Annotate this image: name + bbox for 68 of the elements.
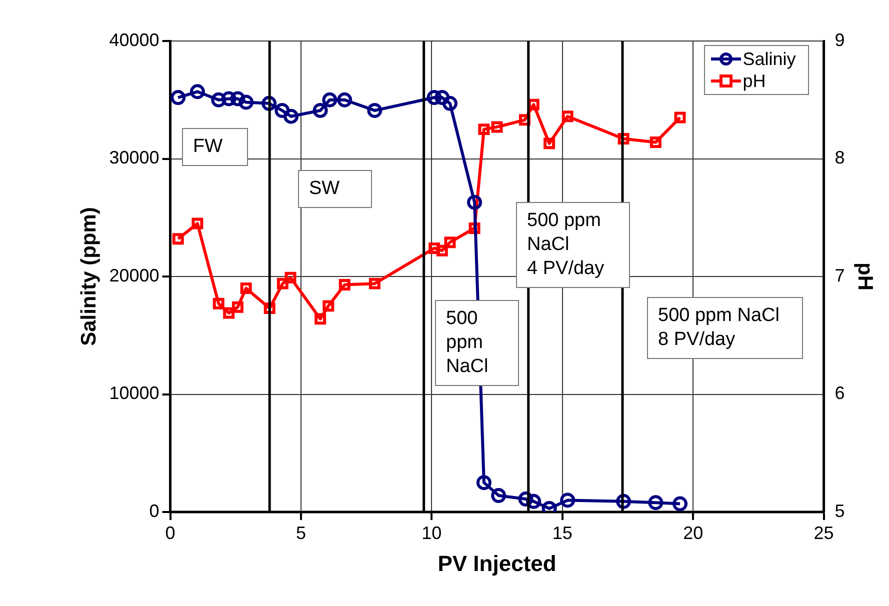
- x-tick-label: 15: [552, 522, 572, 543]
- y2-tick-label: 7: [834, 265, 845, 286]
- point: [274, 102, 290, 118]
- point: [230, 91, 246, 106]
- point: [322, 300, 334, 312]
- y-axis-title: Salinity (ppm): [77, 207, 100, 346]
- point: [284, 108, 299, 124]
- point: [212, 298, 224, 310]
- y-tick-label: 20000: [109, 265, 160, 286]
- legend-label: pH: [742, 70, 766, 92]
- annotation: 500 ppm NaCl: [435, 300, 519, 386]
- point: [322, 92, 338, 108]
- x-tick-label: 0: [165, 522, 176, 543]
- point: [170, 90, 186, 106]
- x-tick-label: 20: [683, 522, 704, 543]
- x-tick-label: 5: [296, 522, 306, 543]
- point: [276, 278, 288, 290]
- point: [240, 282, 252, 294]
- point: [284, 272, 296, 284]
- x-tick-label: 25: [814, 522, 834, 543]
- y-tick-label: 10000: [109, 383, 160, 404]
- annotation: 500 ppm NaCl 8 PV/day: [647, 297, 803, 359]
- point: [232, 301, 244, 313]
- point: [428, 242, 440, 254]
- annotation: FW: [182, 128, 248, 166]
- x-tick-label: 10: [422, 522, 442, 543]
- y2-axis-title: pH: [854, 262, 877, 290]
- point: [337, 92, 352, 108]
- point: [314, 313, 326, 325]
- point: [442, 96, 458, 111]
- point: [367, 102, 382, 118]
- legend-label: Saliniy: [742, 48, 796, 70]
- point: [650, 136, 662, 148]
- annotation: SW: [298, 170, 372, 208]
- point: [444, 236, 456, 248]
- point: [221, 91, 236, 106]
- point: [674, 112, 686, 124]
- point: [478, 124, 490, 136]
- point: [560, 492, 576, 508]
- point: [368, 278, 380, 290]
- point: [190, 84, 205, 100]
- point: [467, 194, 482, 210]
- y2-tick-label: 6: [834, 383, 845, 404]
- point: [211, 92, 226, 108]
- point: [672, 496, 688, 512]
- point: [544, 138, 556, 150]
- point: [434, 90, 450, 106]
- point: [192, 218, 204, 230]
- point: [648, 495, 664, 510]
- point: [436, 244, 448, 256]
- point: [426, 90, 442, 106]
- point: [338, 279, 350, 290]
- y2-tick-label: 5: [834, 500, 845, 521]
- point: [172, 233, 184, 245]
- point: [223, 307, 235, 319]
- y-tick-label: 30000: [109, 148, 160, 168]
- point: [562, 110, 574, 122]
- y2-tick-label: 8: [834, 148, 845, 168]
- point: [312, 102, 328, 118]
- y2-tick-label: 9: [834, 30, 845, 50]
- point: [238, 94, 254, 110]
- y-tick-label: 40000: [109, 30, 160, 50]
- point: [491, 488, 506, 504]
- y-tick-label: 0: [149, 500, 160, 521]
- point: [476, 475, 492, 490]
- annotation: 500 ppm NaCl 4 PV/day: [516, 202, 630, 288]
- x-axis-title: PV Injected: [438, 550, 556, 576]
- point: [491, 121, 503, 133]
